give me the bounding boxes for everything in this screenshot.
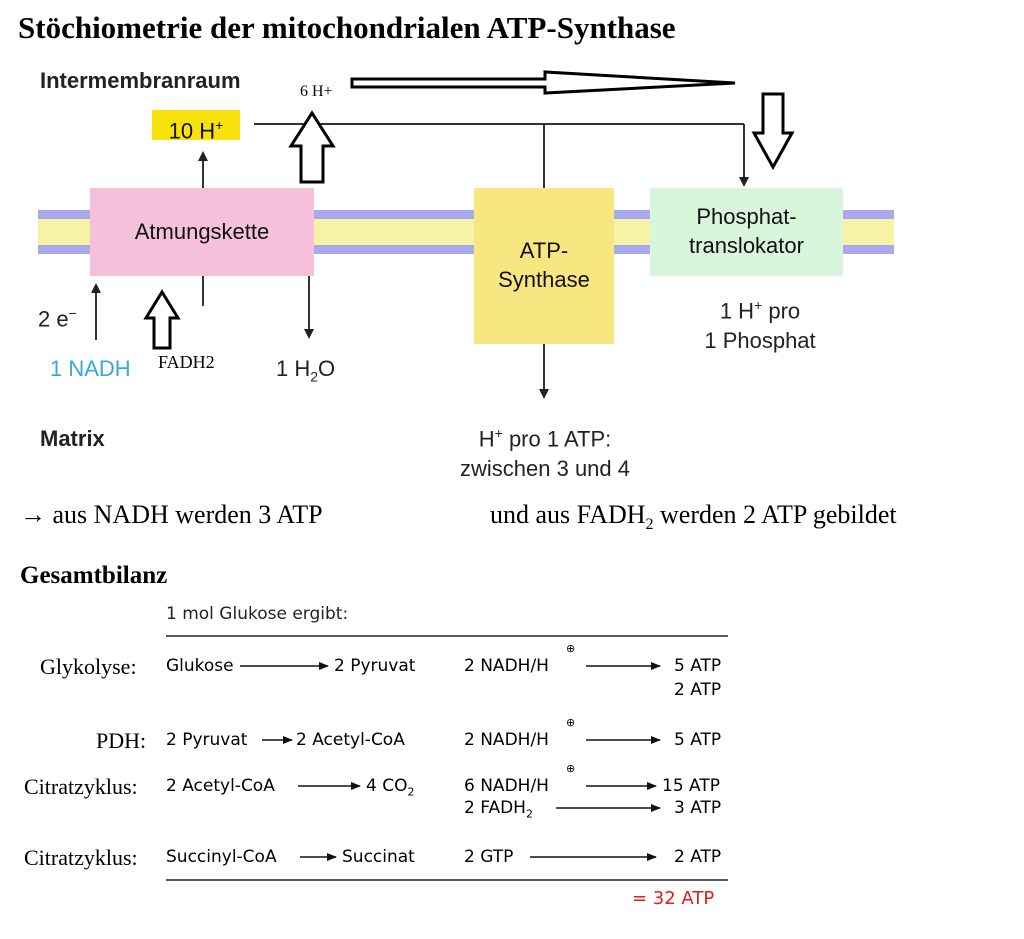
water-a: 1 H <box>276 356 311 381</box>
row-citrat-to-main: 4 CO <box>366 776 408 796</box>
plus-symbol-1: ⊕ <box>566 642 576 655</box>
h-plus-10-sup: + <box>215 117 224 133</box>
row-succinyl-atp: 2 ATP <box>674 847 722 867</box>
membrane-outer-top <box>38 210 894 219</box>
big-down-arrow <box>751 92 795 171</box>
statement-right-sub: 2 <box>645 516 654 534</box>
row-citrat-atp: 15 ATP <box>662 776 720 796</box>
h-per-atp-a: H <box>478 426 495 452</box>
atmungskette-box: Atmungskette <box>90 188 314 276</box>
membrane-diagram: Atmungskette ATP- Synthase Phosphat- tra… <box>38 68 894 481</box>
row-pdh-carrier: 2 NADH/H <box>464 730 549 750</box>
atmungskette-label: Atmungskette <box>134 218 270 244</box>
page-title: Stöchiometrie der mitochondrialen ATP-Sy… <box>18 10 676 45</box>
atp-synthase-label-2: Synthase <box>498 267 590 292</box>
nadh-label: 1 NADH <box>50 356 131 381</box>
electrons-main: 2 e <box>38 306 69 332</box>
row-glykolyse-carrier: 2 NADH/H <box>464 656 549 676</box>
row-succinyl-stage: Citratzyklus: <box>24 845 138 870</box>
statement-right: und aus FADH2 werden 2 ATP gebildet <box>490 500 897 534</box>
row-citrat-to: 4 CO2 <box>366 776 414 798</box>
row-citrat-carrier2-main: 2 FADH <box>464 798 526 818</box>
row-citrat-stage: Citratzyklus: <box>24 774 138 799</box>
row-succinyl-to: Succinat <box>342 847 415 867</box>
h-plus-10-label: 10 H+ <box>152 110 240 144</box>
h-per-phosphate-1: 1 H <box>719 298 755 324</box>
statement-right-b: werden 2 ATP gebildet <box>653 500 897 529</box>
atp-synthase-label-1: ATP- <box>519 238 569 264</box>
h-per-phosphate-pro: pro <box>762 298 801 324</box>
row-citrat-carrier: 6 NADH/H <box>464 776 549 796</box>
h-per-atp-line2: zwischen 3 und 4 <box>460 456 630 482</box>
water-b: O <box>318 356 336 381</box>
row-glykolyse-to: 2 Pyruvat <box>334 656 416 676</box>
big-up-arrow-fadh2 <box>143 289 181 350</box>
gesamtbilanz-heading: Gesamtbilanz <box>20 562 168 589</box>
row-pdh-stage: PDH: <box>96 728 147 753</box>
row-citrat-atp2: 3 ATP <box>674 798 722 818</box>
translokator-label-1: Phosphat- <box>696 204 797 230</box>
row-glykolyse-from: Glukose <box>166 656 234 676</box>
plus-symbol-3: ⊕ <box>566 762 576 775</box>
row-succinyl-carrier: 2 GTP <box>464 847 514 867</box>
water-label: 1 H2O <box>276 356 335 384</box>
diagram-arrows <box>91 70 795 399</box>
row-pdh-from: 2 Pyruvat <box>166 730 248 750</box>
h-per-atp-b: pro 1 ATP: <box>502 426 612 452</box>
translokator-label-2: translokator <box>689 233 804 258</box>
fadh2-label: FADH2 <box>158 352 215 372</box>
electrons-sup: − <box>68 305 77 321</box>
atp-synthase-box: ATP- Synthase <box>474 188 614 344</box>
h-per-atp-sup: + <box>494 425 503 441</box>
row-citrat-to-sub: 2 <box>407 785 415 799</box>
h-plus-6-label: 6 H+ <box>300 83 333 100</box>
h-per-phosphate-2: 1 Phosphat <box>704 328 816 354</box>
row-pdh-atp: 5 ATP <box>674 730 722 750</box>
big-up-arrow-atmung <box>288 110 336 184</box>
h-per-atp-label: H+ pro 1 ATP: zwischen 3 und 4 <box>420 418 670 484</box>
row-citrat-carrier2: 2 FADH2 <box>464 798 533 820</box>
row-succinyl-from: Succinyl-CoA <box>166 847 277 867</box>
phosphat-translokator-box: Phosphat- translokator <box>650 188 843 276</box>
electrons-label: 2 e− <box>38 305 77 332</box>
big-right-arrow <box>350 70 736 95</box>
intermembrane-label: Intermembranraum <box>40 68 241 93</box>
row-glykolyse-atp2: 2 ATP <box>674 680 722 700</box>
h-per-phosphate-sup: + <box>754 297 763 313</box>
row-citrat-from: 2 Acetyl-CoA <box>166 776 275 796</box>
membrane-outer-bottom <box>38 245 894 254</box>
matrix-label: Matrix <box>40 426 105 451</box>
row-citrat-carrier2-sub: 2 <box>525 807 533 821</box>
water-sub: 2 <box>310 368 319 385</box>
plus-symbol-2: ⊕ <box>566 716 576 729</box>
row-glykolyse-atp: 5 ATP <box>674 656 722 676</box>
h-per-phosphate-label: 1 H+ pro 1 Phosphat <box>660 290 860 356</box>
statement-arrow: → <box>20 500 46 529</box>
row-pdh-to: 2 Acetyl-CoA <box>296 730 405 750</box>
statement-left-text: aus NADH werden 3 ATP <box>52 500 323 529</box>
total-atp: = 32 ATP <box>632 888 715 909</box>
statement-left: → aus NADH werden 3 ATP <box>20 500 323 530</box>
gesamtbilanz-subtitle: 1 mol Glukose ergibt: <box>166 604 349 624</box>
row-glykolyse-stage: Glykolyse: <box>40 654 137 679</box>
h-plus-10-main: 10 H <box>168 118 216 144</box>
statement-right-a: und aus FADH <box>490 500 646 529</box>
